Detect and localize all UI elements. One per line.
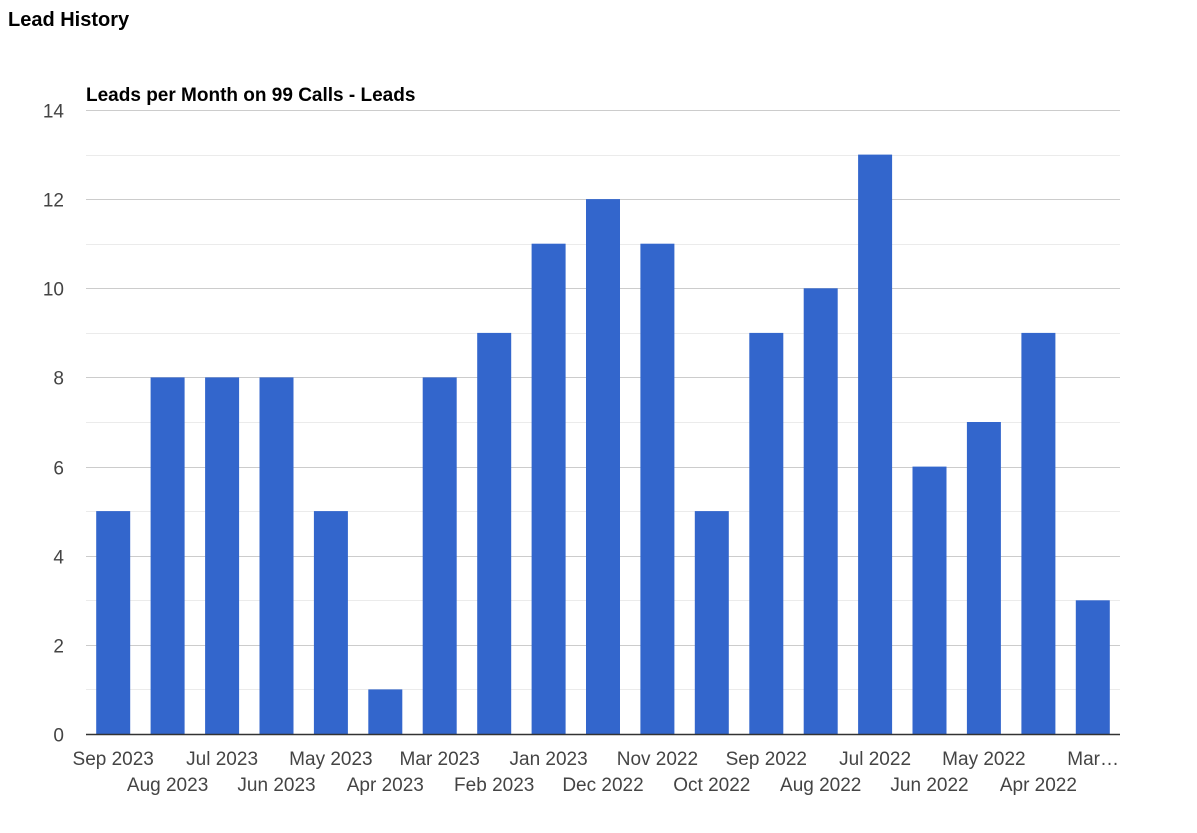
x-tick-label: Jun 2023 <box>237 775 315 796</box>
page-title: Lead History <box>8 9 130 31</box>
bar <box>313 511 348 734</box>
bar <box>422 377 457 734</box>
bar <box>1075 600 1110 734</box>
x-tick-label: Aug 2023 <box>127 775 208 796</box>
x-tick-label: Mar… <box>1067 749 1119 770</box>
bar <box>531 243 566 734</box>
x-tick-label: Jan 2023 <box>510 749 588 770</box>
bar <box>205 377 240 734</box>
bar <box>749 332 784 734</box>
x-tick-label: Sep 2023 <box>73 749 154 770</box>
bar <box>912 466 947 734</box>
y-tick-label: 0 <box>53 726 64 747</box>
x-tick-label: Feb 2023 <box>454 775 534 796</box>
x-tick-label: May 2022 <box>942 749 1025 770</box>
bar <box>586 199 620 735</box>
bar <box>96 511 131 734</box>
y-tick-label: 10 <box>43 280 64 301</box>
x-tick-label: Apr 2022 <box>1000 775 1077 796</box>
x-tick-label: Apr 2023 <box>347 775 424 796</box>
bar <box>966 422 1001 734</box>
y-tick-label: 8 <box>53 369 64 390</box>
bar <box>1021 332 1056 734</box>
x-tick-label: Nov 2022 <box>617 749 698 770</box>
y-tick-label: 6 <box>53 459 64 480</box>
y-tick-label: 14 <box>43 102 65 123</box>
bar <box>858 154 893 735</box>
x-tick-label: Dec 2022 <box>562 775 643 796</box>
bar <box>477 332 512 734</box>
bar <box>259 377 294 734</box>
bars <box>96 154 1110 735</box>
y-tick-label: 4 <box>53 548 64 569</box>
x-tick-label: Jul 2022 <box>839 749 911 770</box>
x-tick-label: Jun 2022 <box>890 775 968 796</box>
x-tick-label: Oct 2022 <box>673 775 750 796</box>
x-tick-label: May 2023 <box>289 749 372 770</box>
y-tick-label: 12 <box>43 191 64 212</box>
x-tick-label: Sep 2022 <box>726 749 807 770</box>
bar <box>640 243 675 734</box>
x-tick-label: Aug 2022 <box>780 775 861 796</box>
x-tick-label: Mar 2023 <box>400 749 480 770</box>
x-tick-label: Jul 2023 <box>186 749 258 770</box>
bar <box>150 377 185 734</box>
axes: 0 2 4 6 8 10 12 14 Sep 2023 Aug 2023 Jul 2023 Jun 2… <box>43 102 1120 796</box>
chart-title: Leads per Month on 99 Calls - Leads <box>86 85 415 106</box>
y-tick-label: 2 <box>53 637 64 658</box>
bar <box>368 689 403 734</box>
bar <box>803 288 838 734</box>
bar <box>694 511 729 734</box>
